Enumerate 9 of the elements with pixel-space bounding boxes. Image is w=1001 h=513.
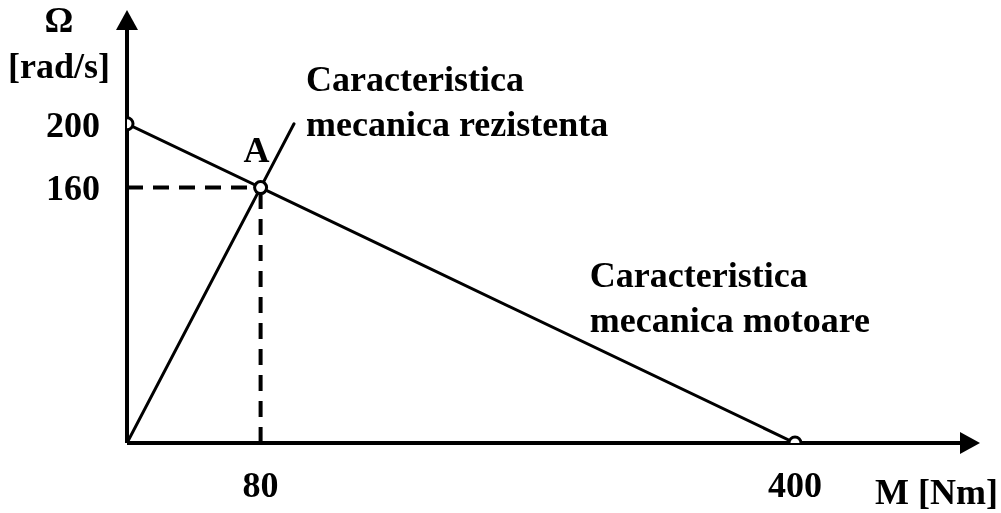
y-axis-title: Ω [rad/s] xyxy=(7,0,111,88)
y-tick-label: 200 xyxy=(46,104,100,145)
y-tick-label: 160 xyxy=(46,168,100,209)
series-label: Caracteristica mecanica rezistenta xyxy=(306,57,610,146)
x-tick-label: 400 xyxy=(768,464,822,505)
series-label: Caracteristica mecanica motoare xyxy=(589,254,872,343)
x-tick-label: 80 xyxy=(242,464,279,505)
x-axis-title: M [Nm] xyxy=(875,472,998,512)
annotation: A xyxy=(242,129,271,170)
